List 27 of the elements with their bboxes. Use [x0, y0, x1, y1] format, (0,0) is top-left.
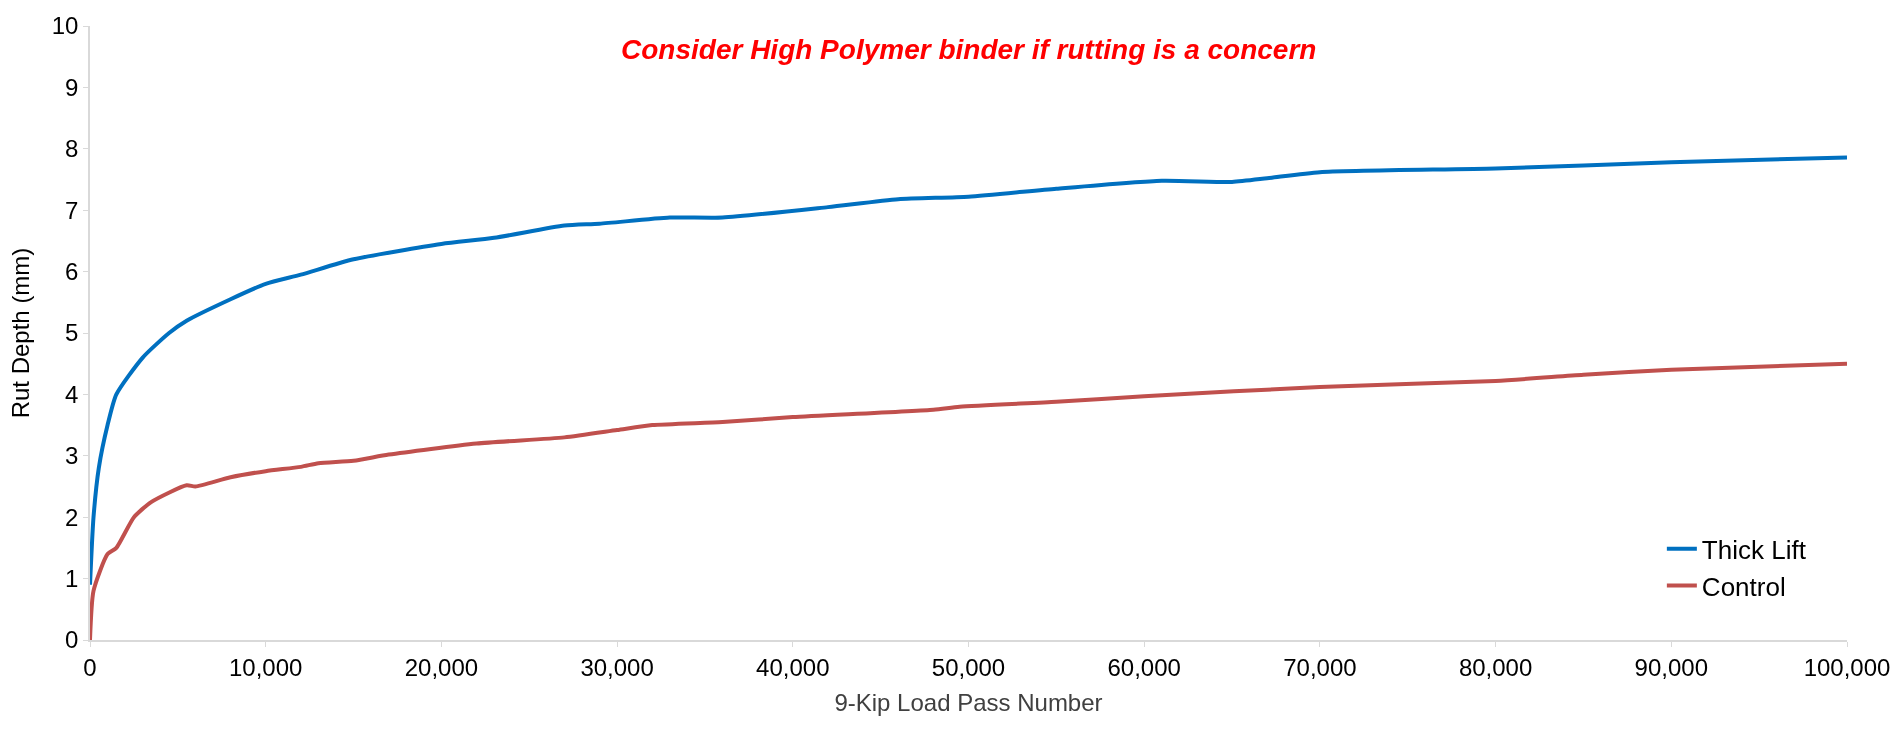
x-axis-title: 9-Kip Load Pass Number [834, 689, 1103, 717]
y-tick-label: 1 [65, 565, 79, 592]
y-tick-label: 4 [65, 380, 79, 408]
x-tick-label: 100,000 [1803, 653, 1891, 681]
x-tick-label: 30,000 [580, 653, 654, 681]
y-tick-label: 9 [65, 73, 79, 101]
annotation: Consider High Polymer binder if rutting is a concern [621, 34, 1317, 65]
y-tick-label: 5 [65, 319, 79, 347]
x-tick-label: 50,000 [931, 653, 1006, 681]
legend-label: Control [1701, 571, 1786, 602]
y-tick-label: 3 [65, 442, 79, 470]
y-axis-title: Rut Depth (mm) [7, 247, 35, 419]
x-tick-label: 90,000 [1634, 653, 1708, 681]
x-tick-label: 0 [83, 653, 97, 681]
x-tick-label: 60,000 [1107, 653, 1181, 681]
y-tick-label: 7 [65, 196, 79, 224]
y-tick-label: 8 [65, 135, 79, 163]
y-tick-label: 0 [65, 626, 79, 654]
x-tick-label: 20,000 [404, 653, 479, 681]
y-tick-label: 10 [51, 12, 79, 40]
y-tick-label: 6 [65, 258, 79, 285]
legend-label: Thick Lift [1701, 534, 1807, 565]
y-tick-label: 2 [65, 503, 79, 531]
x-tick-label: 40,000 [756, 653, 830, 681]
x-tick-label: 80,000 [1458, 653, 1533, 681]
x-tick-label: 70,000 [1283, 653, 1357, 681]
x-tick-label: 10,000 [229, 653, 303, 681]
